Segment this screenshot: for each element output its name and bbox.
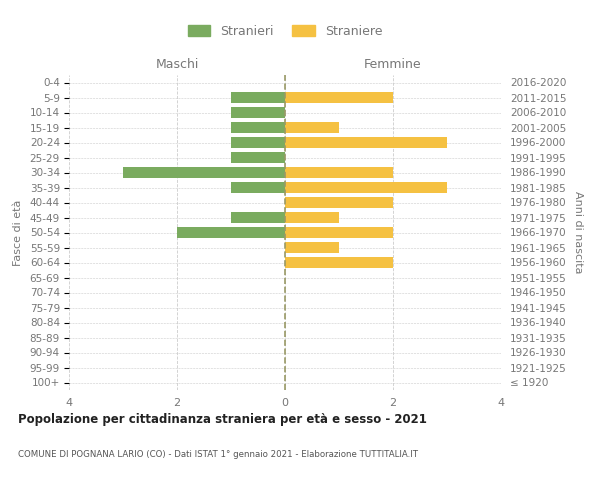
Bar [285,167,393,178]
Bar [285,227,393,238]
Y-axis label: Anni di nascita: Anni di nascita [574,191,583,274]
Bar [285,257,393,268]
Text: COMUNE DI POGNANA LARIO (CO) - Dati ISTAT 1° gennaio 2021 - Elaborazione TUTTITA: COMUNE DI POGNANA LARIO (CO) - Dati ISTA… [18,450,418,459]
Bar [231,122,285,133]
Bar [231,137,285,148]
Bar [285,197,393,208]
Bar [231,92,285,103]
Bar [285,122,339,133]
Text: Femmine: Femmine [364,58,422,70]
Legend: Stranieri, Straniere: Stranieri, Straniere [188,24,382,38]
Bar [231,152,285,163]
Bar [231,107,285,118]
Bar [123,167,285,178]
Text: Popolazione per cittadinanza straniera per età e sesso - 2021: Popolazione per cittadinanza straniera p… [18,412,427,426]
Bar [285,212,339,223]
Y-axis label: Fasce di età: Fasce di età [13,200,23,266]
Bar [285,242,339,253]
Bar [285,92,393,103]
Bar [231,182,285,193]
Text: Maschi: Maschi [155,58,199,70]
Bar [285,182,447,193]
Bar [177,227,285,238]
Bar [231,212,285,223]
Bar [285,137,447,148]
